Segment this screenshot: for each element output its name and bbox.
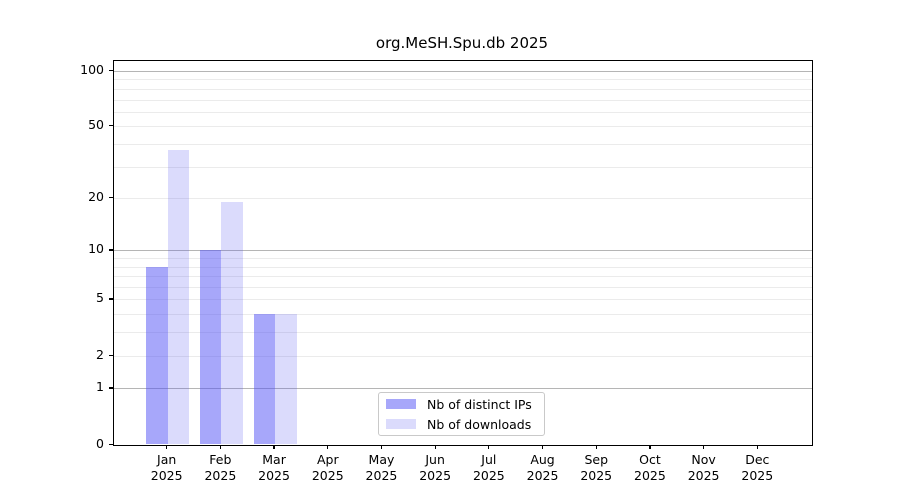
x-tick-year: 2025: [311, 468, 344, 483]
x-tick-label-dec: Dec 2025: [729, 452, 785, 484]
y-tick-label-20: 20: [88, 189, 104, 205]
y-tick-label-1: 1: [96, 379, 104, 395]
x-tick-year: 2025: [580, 468, 613, 483]
bar-nb-of-distinct-ips-jan: [146, 266, 168, 445]
gridline-1: [114, 388, 812, 390]
x-tick-month: Sep: [584, 452, 608, 467]
x-tick-month: Nov: [691, 452, 716, 467]
legend-entry-distinct-ips: Nb of distinct IPs: [386, 396, 544, 413]
x-tick-year: 2025: [741, 468, 774, 483]
gridline-4: [114, 314, 812, 316]
x-tick-mark-feb: [219, 444, 221, 450]
x-tick-month: Jul: [481, 452, 497, 467]
x-tick-month: Apr: [316, 452, 339, 467]
legend-entry-downloads: Nb of downloads: [386, 416, 544, 433]
x-tick-month: Mar: [262, 452, 286, 467]
plot-area: [113, 59, 813, 446]
x-tick-year: 2025: [365, 468, 398, 483]
x-tick-year: 2025: [472, 468, 505, 483]
x-tick-year: 2025: [258, 468, 290, 483]
x-tick-month: Dec: [745, 452, 770, 467]
legend-label-downloads: Nb of downloads: [427, 416, 532, 432]
x-tick-year: 2025: [419, 468, 452, 483]
x-tick-label-jan: Jan 2025: [139, 452, 195, 484]
x-tick-mark-sep: [595, 444, 597, 450]
gridline-10: [114, 250, 812, 252]
y-tick-mark-2: [109, 354, 113, 356]
x-tick-label-jul: Jul 2025: [461, 452, 517, 484]
gridline-2: [114, 355, 812, 357]
x-tick-year: 2025: [526, 468, 559, 483]
y-tick-mark-0: [109, 443, 113, 445]
bar-nb-of-distinct-ips-feb: [199, 250, 222, 445]
gridline-50: [114, 126, 812, 128]
gridline-20: [114, 198, 812, 200]
gridline-40: [114, 143, 812, 145]
y-tick-label-2: 2: [96, 346, 104, 362]
bar-nb-of-downloads-feb: [221, 202, 243, 445]
y-tick-label-100: 100: [80, 62, 104, 77]
legend: Nb of distinct IPs Nb of downloads: [378, 392, 545, 436]
x-tick-label-sep: Sep 2025: [568, 452, 624, 484]
gridline-30: [114, 166, 812, 168]
chart-title: org.MeSH.Spu.db 2025: [375, 34, 549, 52]
x-tick-label-jun: Jun 2025: [407, 452, 463, 484]
bar-nb-of-downloads-mar: [275, 314, 297, 445]
x-tick-label-apr: Apr 2025: [300, 452, 356, 484]
y-tick-label-5: 5: [96, 290, 104, 306]
x-tick-label-may: May 2025: [353, 452, 409, 484]
legend-swatch-downloads: [386, 419, 416, 429]
x-tick-label-mar: Mar 2025: [246, 452, 302, 484]
y-tick-mark-100: [109, 70, 113, 72]
x-tick-year: 2025: [204, 468, 237, 483]
gridline-3: [114, 332, 812, 334]
x-tick-month: Feb: [209, 452, 232, 467]
gridline-9: [114, 258, 812, 260]
x-tick-year: 2025: [634, 468, 666, 483]
y-tick-mark-50: [109, 125, 113, 127]
x-tick-month: Jun: [425, 452, 445, 467]
x-tick-mark-nov: [703, 444, 705, 450]
x-tick-mark-jan: [166, 444, 168, 450]
y-tick-mark-10: [109, 249, 113, 251]
gridline-7: [114, 276, 812, 278]
x-tick-mark-mar: [273, 444, 275, 450]
x-tick-month: May: [368, 452, 395, 467]
bar-nb-of-downloads-jan: [167, 150, 190, 445]
gridline-90: [114, 79, 812, 81]
gridline-6: [114, 287, 812, 289]
x-tick-mark-dec: [756, 444, 758, 450]
gridline-70: [114, 99, 812, 101]
y-tick-label-50: 50: [88, 117, 104, 133]
y-tick-mark-20: [109, 197, 113, 199]
y-tick-mark-1: [109, 387, 113, 389]
y-tick-mark-5: [109, 298, 113, 300]
x-tick-mark-apr: [327, 444, 329, 450]
x-tick-mark-jul: [488, 444, 490, 450]
bar-nb-of-distinct-ips-mar: [253, 314, 276, 445]
gridline-5: [114, 299, 812, 301]
x-tick-mark-jun: [434, 444, 436, 450]
gridline-80: [114, 88, 812, 90]
x-tick-month: Oct: [639, 452, 661, 467]
legend-swatch-distinct-ips: [386, 399, 416, 409]
y-tick-label-10: 10: [88, 241, 104, 257]
x-tick-month: Aug: [530, 452, 555, 467]
legend-label-distinct-ips: Nb of distinct IPs: [427, 396, 532, 412]
x-tick-month: Jan: [157, 452, 177, 467]
x-tick-mark-aug: [541, 444, 544, 450]
x-tick-mark-may: [380, 444, 383, 450]
x-tick-mark-oct: [649, 444, 651, 450]
x-tick-label-feb: Feb 2025: [192, 452, 248, 484]
x-tick-label-oct: Oct 2025: [622, 452, 678, 484]
x-tick-label-nov: Nov 2025: [676, 452, 732, 484]
x-tick-label-aug: Aug 2025: [515, 452, 571, 484]
gridline-8: [114, 266, 812, 268]
gridline-100: [114, 71, 812, 72]
x-tick-year: 2025: [150, 468, 183, 483]
gridline-60: [114, 111, 812, 113]
x-tick-year: 2025: [687, 468, 720, 483]
y-tick-label-0: 0: [96, 435, 104, 451]
